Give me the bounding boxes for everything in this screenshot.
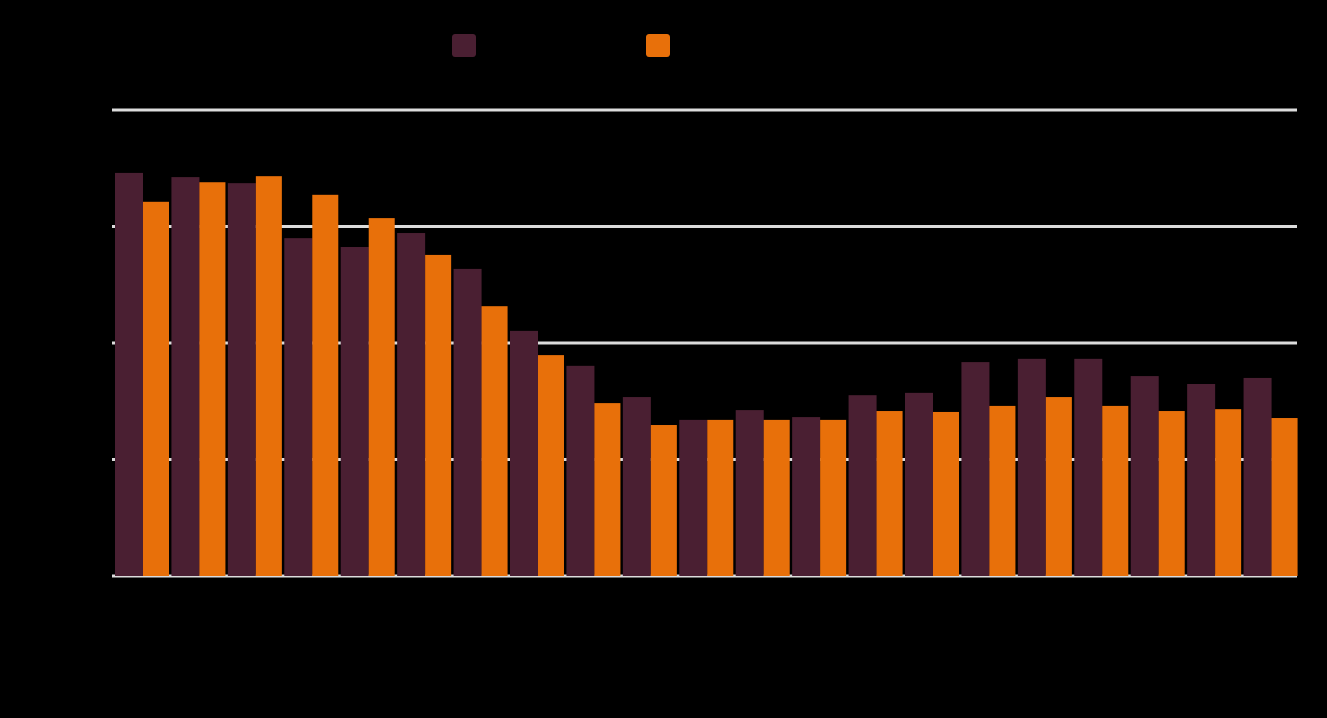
bar xyxy=(594,403,621,576)
bar xyxy=(989,405,1016,576)
bar xyxy=(340,247,369,576)
bar xyxy=(1215,409,1242,576)
bar xyxy=(143,201,169,576)
bar xyxy=(1271,418,1298,576)
legend-swatch xyxy=(452,34,476,57)
bar xyxy=(792,417,821,576)
bar xyxy=(961,362,990,576)
bar xyxy=(255,176,282,576)
bar xyxy=(425,254,452,576)
bar xyxy=(707,419,734,576)
bar xyxy=(397,233,426,577)
bar xyxy=(735,410,764,576)
bar xyxy=(679,419,708,576)
bar xyxy=(115,172,143,576)
bar xyxy=(933,411,959,576)
bar xyxy=(622,397,651,576)
bar xyxy=(566,365,595,576)
bar xyxy=(1243,377,1272,576)
bar xyxy=(312,194,339,576)
bar xyxy=(199,182,226,577)
bar xyxy=(1074,358,1103,576)
bar xyxy=(1130,376,1159,576)
bar xyxy=(453,268,482,576)
bar xyxy=(1045,397,1072,576)
bar xyxy=(538,355,564,576)
bar xyxy=(876,411,903,576)
bar xyxy=(227,183,256,577)
bar xyxy=(368,218,395,576)
bar xyxy=(1017,358,1046,576)
bar xyxy=(650,425,677,576)
bar xyxy=(510,330,538,576)
bar xyxy=(171,177,200,576)
bar xyxy=(848,395,877,576)
bar xyxy=(1102,405,1129,576)
legend-swatch xyxy=(646,34,670,57)
bar xyxy=(284,238,313,576)
bar xyxy=(763,419,790,576)
bar xyxy=(905,392,933,576)
bar xyxy=(1187,384,1216,576)
bar xyxy=(1158,411,1185,576)
bar xyxy=(481,306,508,576)
bar xyxy=(820,419,847,576)
